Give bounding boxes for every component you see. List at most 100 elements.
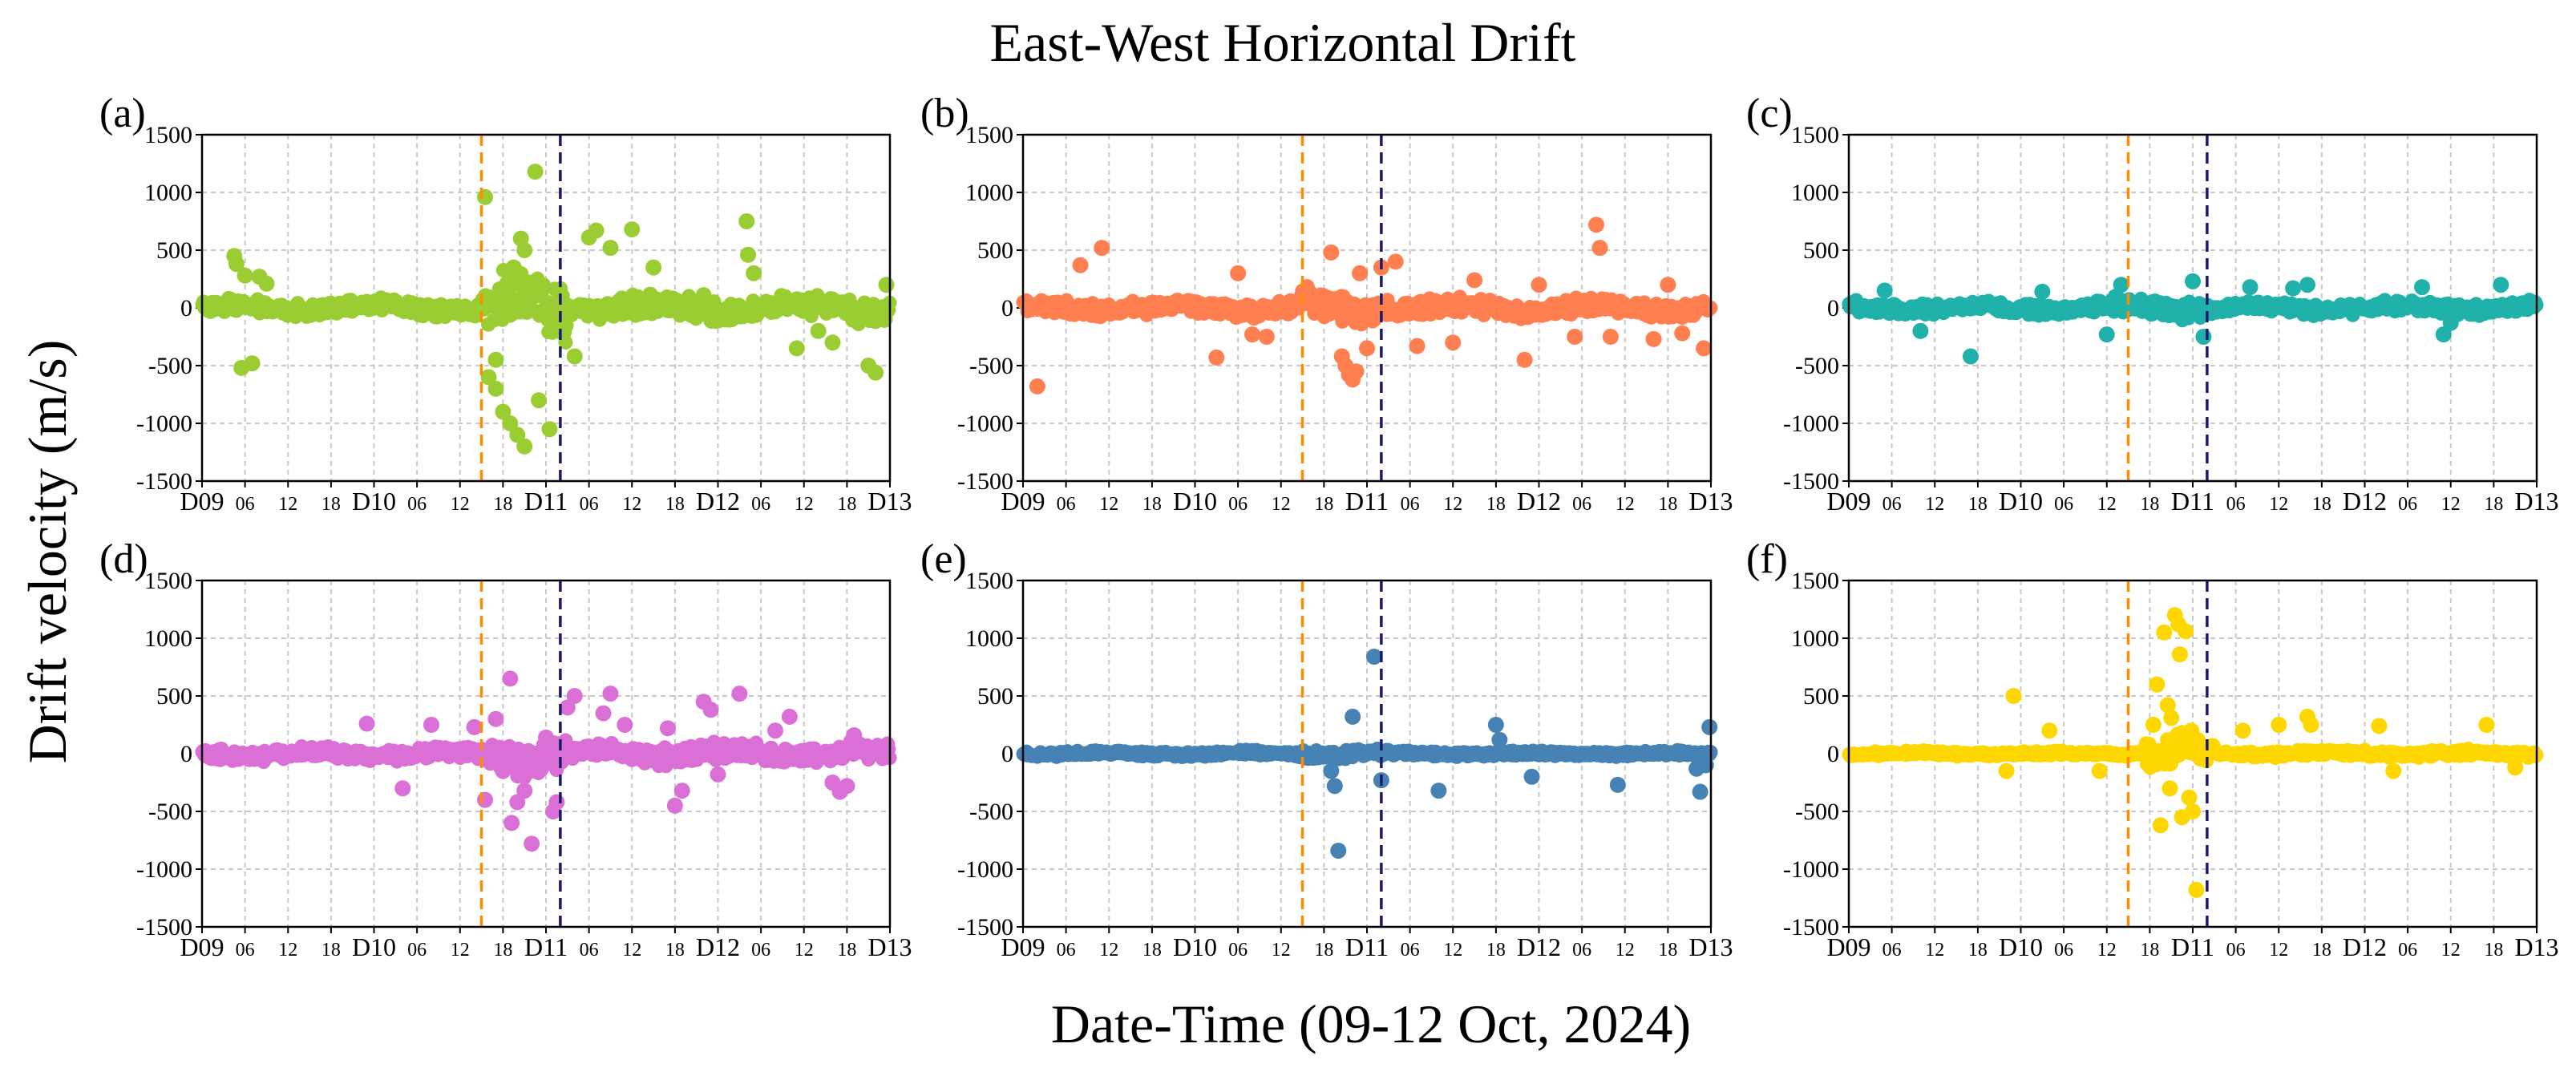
data-point-outlier: [1591, 240, 1608, 257]
data-point-outlier: [1359, 340, 1375, 357]
y-tick-label: 1000: [1791, 180, 1839, 206]
data-point-outlier: [673, 783, 690, 799]
y-tick-label: 0: [180, 295, 192, 322]
y-tick-label: 1500: [965, 122, 1013, 148]
x-tick-label: 06: [1057, 494, 1076, 515]
data-point-outlier: [1487, 717, 1504, 733]
x-tick-label: 06: [1401, 494, 1420, 515]
data-point-outlier: [1674, 325, 1691, 342]
axes-frame: [1021, 133, 1713, 483]
data-point-outlier: [487, 351, 504, 368]
data-point-outlier: [1323, 244, 1340, 261]
scatter-series: [1016, 649, 1718, 859]
x-tick-label: 12: [1616, 940, 1635, 961]
y-tick-label: -1500: [957, 468, 1013, 495]
data-point-outlier: [1330, 842, 1347, 859]
data-point-outlier: [2478, 717, 2495, 733]
x-tick-label: 12: [2097, 494, 2117, 515]
x-tick-label: D13: [2514, 487, 2558, 516]
x-tick-label: D13: [1688, 487, 1733, 516]
x-tick-label: D10: [352, 487, 396, 516]
data-point-outlier: [1409, 338, 1425, 354]
data-point-outlier: [624, 221, 641, 238]
data-point-outlier: [2161, 780, 2178, 797]
panel-label: (b): [920, 91, 969, 136]
subplot-e: (e) -1500 -1000 -500 0 500 1000 1500 D09 06 12 18 D1…: [920, 536, 1733, 961]
y-tick-label: -1500: [136, 468, 192, 495]
data-point-outlier: [2303, 717, 2319, 733]
x-tick-label: 18: [2312, 940, 2331, 961]
data-point-outlier: [878, 277, 895, 293]
data-point-outlier: [237, 267, 253, 284]
data-point-outlier: [617, 717, 633, 733]
data-point-outlier: [524, 835, 540, 852]
data-point-outlier: [495, 763, 512, 779]
x-tick-label: 18: [2312, 494, 2331, 515]
x-tick-label: 12: [795, 940, 814, 961]
x-tick-label: 18: [493, 940, 512, 961]
y-tick-label: 500: [977, 683, 1013, 710]
data-point-outlier: [1645, 330, 1662, 347]
y-tick-label: 0: [1827, 741, 1839, 767]
x-tick-label: 12: [622, 940, 641, 961]
data-point-outlier: [767, 722, 783, 739]
y-tick-label: -1000: [957, 411, 1013, 437]
x-tick-label: 06: [1572, 494, 1591, 515]
data-point-outlier: [2414, 279, 2430, 296]
x-tick-label: 18: [1142, 940, 1162, 961]
panel-label: (c): [1746, 91, 1793, 136]
y-tick-label: 1000: [1791, 625, 1839, 652]
data-point-outlier: [495, 285, 512, 302]
data-point-outlier: [358, 715, 375, 732]
data-point-outlier: [810, 322, 827, 339]
data-point-outlier: [1696, 340, 1713, 357]
data-point-outlier: [2385, 763, 2402, 779]
data-point-outlier: [2242, 279, 2259, 296]
data-point-outlier: [1445, 334, 1462, 351]
data-point-outlier: [867, 364, 884, 381]
y-tick-label: -1500: [136, 914, 192, 940]
y-tick-label: -1500: [1783, 468, 1839, 495]
data-point-outlier: [1531, 277, 1547, 293]
panel-label: (a): [99, 91, 146, 136]
x-tick-label: 06: [1228, 494, 1248, 515]
x-tick-label: D09: [180, 932, 224, 961]
x-tick-label: D13: [867, 487, 912, 516]
x-tick-label: 18: [493, 494, 512, 515]
data-point-outlier: [1523, 768, 1540, 785]
data-point-outlier: [559, 699, 576, 716]
data-point-outlier: [1430, 783, 1447, 799]
x-tick-label: 12: [278, 940, 297, 961]
y-tick-label: -1000: [957, 856, 1013, 883]
scatter-series: [1016, 216, 1718, 394]
panel-label: (d): [99, 536, 148, 582]
x-tick-label: 12: [1925, 940, 1944, 961]
data-point-outlier: [1962, 348, 1979, 365]
x-tick-label: 12: [2441, 940, 2461, 961]
x-tick-label: 12: [451, 494, 470, 515]
data-point-outlier: [731, 686, 748, 702]
data-point-outlier: [516, 242, 533, 258]
data-point-outlier: [2159, 697, 2176, 714]
x-tick-label: D13: [1688, 932, 1733, 961]
x-tick-label: 18: [2484, 494, 2503, 515]
data-point-outlier: [846, 726, 863, 743]
data-point-outlier: [740, 246, 757, 263]
x-tick-label: 12: [1616, 494, 1635, 515]
y-tick-label: -1000: [1783, 411, 1839, 437]
x-tick-label: 12: [1272, 940, 1291, 961]
data-point-outlier: [487, 710, 504, 727]
data-point-outlier: [541, 421, 558, 438]
x-tick-label: 18: [1314, 940, 1333, 961]
data-point-outlier: [1244, 326, 1260, 343]
data-point-outlier: [244, 355, 261, 372]
subplot-a: (a) -1500 -1000 -500 0 500 1000 1500 D09 06 12 18 D1…: [99, 91, 912, 516]
x-tick-label: 12: [2441, 494, 2461, 515]
x-tick-label: D11: [1345, 932, 1389, 961]
scatter-series: [195, 164, 897, 455]
data-point-outlier: [503, 815, 520, 831]
x-tick-label: 06: [2226, 940, 2246, 961]
x-tick-label: D11: [1345, 487, 1389, 516]
axes-frame: [1021, 579, 1713, 928]
data-point-outlier: [2271, 717, 2287, 733]
